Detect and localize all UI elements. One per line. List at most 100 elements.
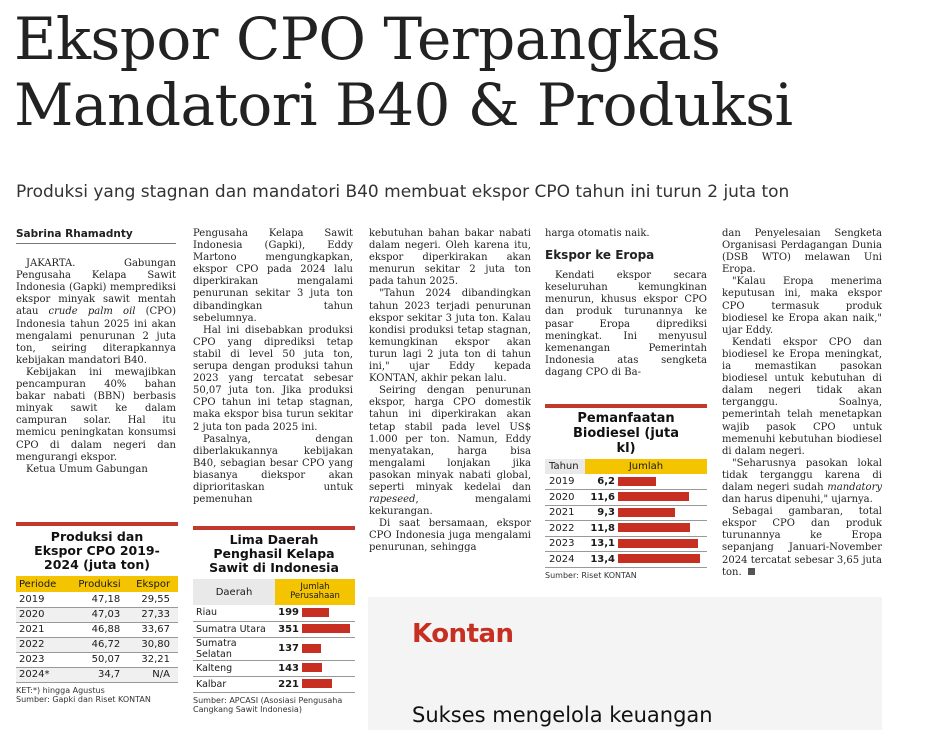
cell-produksi: 34,7: [97, 669, 121, 680]
cell-ekspor: 29,55: [141, 593, 170, 605]
table3-grid: Tahun Jumlah 2019 6,2 2020 11,6 2021 9,3 2022 1…: [545, 459, 707, 568]
cell-daerah: Kalbar: [196, 678, 227, 690]
table2-source: Sumber: APCASI (Asosiasi Pengusaha Cangk…: [193, 695, 343, 715]
bar: [302, 607, 329, 617]
bar: [618, 538, 698, 548]
column-4: harga otomatis naik. Ekspor ke Eropa Ken…: [545, 228, 707, 379]
bar: [302, 663, 322, 672]
cell-jumlah: 199: [275, 605, 355, 621]
cell-daerah: Kalteng: [196, 662, 233, 674]
value-label: 13,4: [590, 553, 615, 565]
bar: [618, 476, 656, 486]
cell-tahun: 2023: [549, 538, 575, 550]
value-label: 221: [278, 678, 299, 690]
col1-para-3: Ketua Umum Gabungan: [26, 463, 148, 475]
col5-para-1: dan Penyelesaian Sengketa Organisasi Per…: [722, 228, 882, 276]
cell-produksi: 46,72: [91, 639, 121, 650]
table-produksi-ekspor: Produksi dan Ekspor CPO 2019-2024 (juta …: [16, 522, 178, 705]
table3-header-jumlah: Jumlah: [585, 459, 707, 474]
table-row: 2021 46,88 33,67: [16, 622, 178, 637]
cell-jumlah: 11,6: [585, 490, 707, 506]
cell-jumlah: 221: [275, 676, 355, 692]
bar: [302, 624, 350, 633]
column-1: Sabrina Rhamadnty JAKARTA. Gabungan Peng…: [16, 228, 176, 476]
value-label: 199: [278, 607, 299, 619]
cell-ekspor: 33,67: [141, 624, 170, 635]
col4-para-1: Kendati ekspor secara keseluruhan kemung…: [545, 270, 707, 378]
cell-tahun: 2022: [549, 522, 575, 534]
table-lima-daerah: Lima Daerah Penghasil Kelapa Sawit di In…: [193, 526, 355, 715]
table-row: Sumatra Selatan 137: [193, 637, 355, 660]
col1-para-1: JAKARTA. Gabungan Pengusaha Kelapa Sawit…: [16, 258, 177, 366]
cell-tahun: 2024: [549, 553, 575, 565]
cell-jumlah: 13,4: [585, 552, 707, 568]
table3-header-tahun: Tahun: [545, 459, 585, 474]
cell-jumlah: 11,8: [585, 521, 707, 537]
cell-tahun: 2021: [549, 507, 575, 519]
kontan-logo: Kontan: [412, 619, 514, 649]
col3-para-3: Seiring dengan penurunan ekspor, harga C…: [369, 385, 531, 518]
cell-jumlah: 6,2: [585, 474, 707, 490]
table-row: 2019 47,18 29,55: [16, 592, 178, 607]
cell-periode: 2020: [19, 609, 45, 620]
table-row: Kalbar 221: [193, 676, 355, 692]
section-subhead: Ekspor ke Eropa: [545, 248, 655, 263]
cell-ekspor: 30,80: [141, 639, 170, 650]
column-3: kebutuhan bahan bakar nabati dalam neger…: [369, 228, 531, 555]
value-label: 6,2: [597, 476, 615, 487]
cell-produksi: 47,03: [91, 609, 121, 620]
cell-produksi: 50,07: [91, 654, 121, 665]
col5-para-2: "Kalau Eropa menerima keputusan ini, mak…: [722, 276, 882, 336]
table-row: 2023 50,07 32,21: [16, 652, 178, 667]
value-label: 143: [278, 662, 299, 674]
bar: [618, 554, 700, 564]
col5-para-3: Kendati ekspor CPO dan biodiesel ke Erop…: [722, 336, 882, 457]
headline-line-2: Mandatori B40 & Produksi: [14, 71, 793, 139]
bar: [302, 679, 332, 688]
table2-header-jumlah: Jumlah Perusahaan: [275, 579, 355, 605]
col2-para-3: Pasalnya, dengan diberlakukannya kebijak…: [193, 433, 353, 506]
table-row: 2020 11,6: [545, 490, 707, 506]
table-biodiesel: Pemanfaatan Biodiesel (juta kl) Tahun Ju…: [545, 404, 707, 580]
col5-para-5: Sebagai gambaran, total ekspor CPO dan p…: [722, 506, 882, 579]
bar: [302, 643, 321, 653]
table3-source: Sumber: Riset KONTAN: [545, 570, 637, 580]
table1-header-ekspor: Ekspor: [136, 578, 171, 590]
ad-text: Sukses mengelola keuangan: [412, 703, 713, 727]
table-row: 2024* 34,7 N/A: [16, 667, 178, 682]
table-row: 2019 6,2: [545, 474, 707, 490]
table-row: Kalteng 143: [193, 660, 355, 676]
cell-ekspor: 27,33: [141, 609, 170, 620]
cell-tahun: 2019: [549, 476, 575, 487]
col4-para-0: harga otomatis naik.: [545, 228, 650, 239]
cell-periode: 2022: [19, 639, 45, 650]
cell-ekspor: N/A: [152, 669, 170, 680]
column-2: Pengusaha Kelapa Sawit Indonesia (Gapki)…: [193, 228, 353, 506]
cell-ekspor: 32,21: [141, 654, 170, 665]
advertisement[interactable]: Kontan Sukses mengelola keuangan: [368, 597, 882, 730]
value-label: 351: [278, 623, 299, 635]
byline: Sabrina Rhamadnty: [16, 228, 176, 245]
bar: [618, 492, 689, 502]
cell-daerah: Sumatra Selatan: [196, 637, 237, 660]
col1-para-2: Kebijakan ini mewajibkan pencampuran 40%…: [16, 366, 176, 463]
table1-title: Produksi dan Ekspor CPO 2019-2024 (juta …: [16, 522, 178, 576]
table1-header-periode: Periode: [19, 578, 57, 590]
table-row: 2023 13,1: [545, 536, 707, 552]
table-row: 2022 11,8: [545, 521, 707, 537]
table2-title: Lima Daerah Penghasil Kelapa Sawit di In…: [193, 526, 355, 579]
cell-jumlah: 13,1: [585, 536, 707, 552]
table2-header-daerah: Daerah: [193, 579, 275, 605]
table1-header-produksi: Produksi: [78, 578, 121, 590]
col3-para-1: kebutuhan bahan bakar nabati dalam neger…: [369, 228, 531, 288]
table2-grid: Daerah Jumlah Perusahaan Riau 199 Sumatra …: [193, 579, 355, 693]
value-label: 137: [278, 643, 299, 654]
headline-line-1: Ekspor CPO Terpangkas: [14, 5, 721, 73]
table1-grid: Periode Produksi Ekspor 2019 47,18 29,55 20…: [16, 576, 178, 683]
value-label: 11,8: [590, 522, 615, 534]
subheadline: Produksi yang stagnan dan mandatori B40 …: [16, 182, 790, 202]
value-label: 11,6: [590, 491, 615, 503]
table3-body: 2019 6,2 2020 11,6 2021 9,3 2022 11,8 2023 13,1 20…: [545, 474, 707, 567]
cell-periode: 2024*: [19, 669, 50, 680]
col3-para-4: Di saat bersamaan, ekspor CPO Indonesia …: [369, 518, 531, 554]
